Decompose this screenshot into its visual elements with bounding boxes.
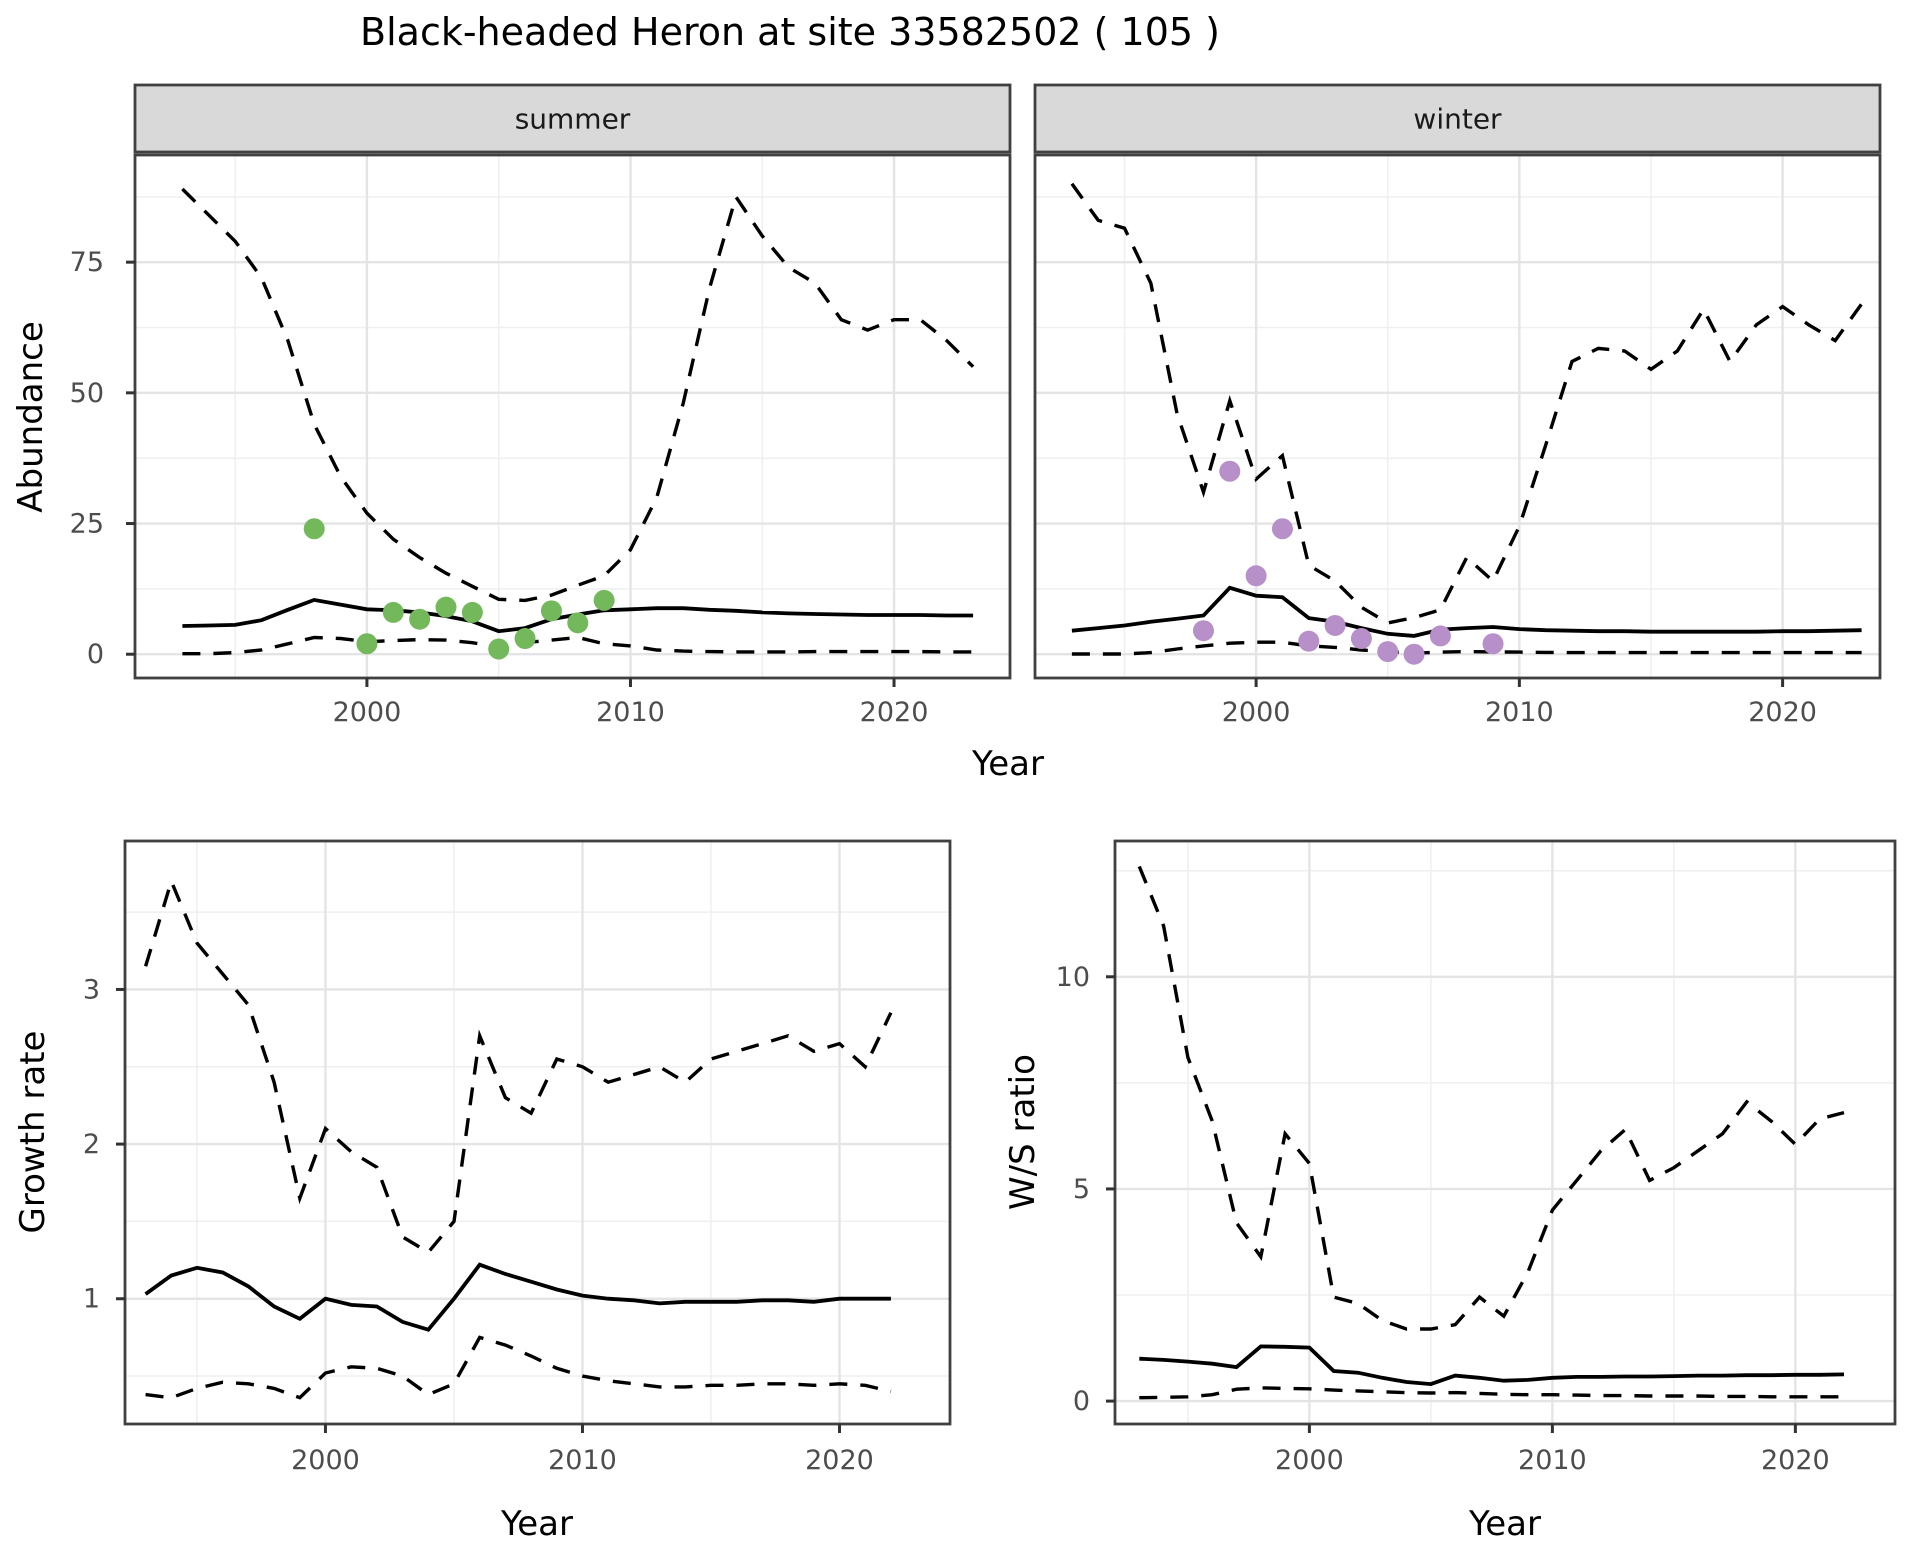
observation-point (461, 601, 483, 623)
observation-point (409, 608, 431, 630)
observation-point (356, 633, 378, 655)
x-tick-label: 2000 (333, 697, 402, 728)
lower-ci-line (182, 635, 974, 656)
x-tick-label: 2020 (1748, 697, 1817, 728)
facet-strip (133, 83, 1012, 154)
observation-point (1324, 614, 1346, 636)
x-tick-label: 2020 (1761, 1445, 1830, 1476)
facet-strip (1033, 83, 1882, 154)
y-tick-label: 75 (70, 247, 104, 278)
upper-ci-line (1070, 182, 1863, 625)
y-tick-label: 0 (1073, 1386, 1090, 1417)
panel-growth-rate: 2000 2010 2020 1 2 3 (83, 839, 952, 1476)
observation-point (303, 518, 325, 540)
facet-strip-label: summer (515, 103, 631, 136)
observation-point (1245, 565, 1267, 587)
observation-point (435, 596, 457, 618)
y-tick-label: 3 (83, 974, 100, 1005)
panel-background (135, 155, 1010, 678)
y-tick-label: 0 (87, 639, 104, 670)
y-axis-title-ws-ratio: W/S ratio (1003, 1054, 1043, 1210)
x-tick-label: 2010 (548, 1445, 617, 1476)
x-axis-title-year-bottom-right: Year (1468, 1504, 1541, 1544)
observation-point (593, 589, 615, 611)
lower-ci-line (1071, 640, 1862, 656)
y-axis-title-abundance: Abundance (11, 321, 51, 513)
x-tick-label: 2010 (1485, 697, 1554, 728)
upper-ci-line (181, 187, 975, 603)
x-tick-label: 2010 (1518, 1445, 1587, 1476)
observation-point (1219, 460, 1241, 482)
observation-point (540, 600, 562, 622)
observation-point (1429, 625, 1451, 647)
observation-point (382, 601, 404, 623)
observation-point (567, 612, 589, 634)
panel-border (123, 839, 952, 1426)
panel-border (133, 153, 1012, 680)
panel-border (1033, 153, 1882, 680)
x-axis-title-year-bottom-left: Year (500, 1504, 573, 1544)
x-axis-title-year-top: Year (971, 744, 1044, 784)
panel-background (1035, 155, 1880, 678)
x-tick-label: 2020 (805, 1445, 874, 1476)
observation-point (1271, 518, 1293, 540)
observation-point (1350, 628, 1372, 650)
panel-border (1113, 839, 1897, 1426)
facet-strip-label: winter (1413, 103, 1502, 136)
observation-point (1298, 630, 1320, 652)
lower-ci-line (1139, 1386, 1844, 1400)
y-tick-label: 50 (70, 378, 104, 409)
y-tick-label: 10 (1056, 962, 1090, 993)
x-tick-label: 2000 (291, 1445, 360, 1476)
panel-abundance-summer: summer 2000 2010 2020 0 25 50 75 (70, 83, 1012, 728)
observation-point (1377, 641, 1399, 663)
observation-point (1403, 643, 1425, 665)
observation-point (1482, 633, 1504, 655)
y-tick-label: 1 (83, 1284, 100, 1315)
y-tick-label: 5 (1073, 1174, 1090, 1205)
y-axis-title-growth-rate: Growth rate (13, 1031, 53, 1234)
y-tick-label: 2 (83, 1129, 100, 1160)
y-tick-label: 25 (70, 509, 104, 540)
x-tick-label: 2020 (860, 697, 929, 728)
median-line (1071, 585, 1862, 638)
observation-point (1192, 620, 1214, 642)
panel-ws-ratio: 2000 2010 2020 0 5 10 (1056, 839, 1897, 1476)
upper-ci-line (1137, 865, 1845, 1331)
median-line (1139, 1344, 1845, 1387)
observation-point (514, 628, 536, 650)
x-tick-label: 2000 (1275, 1445, 1344, 1476)
x-tick-label: 2010 (596, 697, 665, 728)
median-line (144, 1262, 891, 1332)
observation-point (488, 638, 510, 660)
plot-title: Black-headed Heron at site 33582502 ( 10… (360, 10, 1220, 54)
lower-ci-line (145, 1335, 892, 1400)
panel-background (125, 841, 950, 1424)
panel-background (1115, 841, 1895, 1424)
x-tick-label: 2000 (1222, 697, 1291, 728)
panel-abundance-winter: winter 2000 2010 2020 (1033, 83, 1882, 728)
